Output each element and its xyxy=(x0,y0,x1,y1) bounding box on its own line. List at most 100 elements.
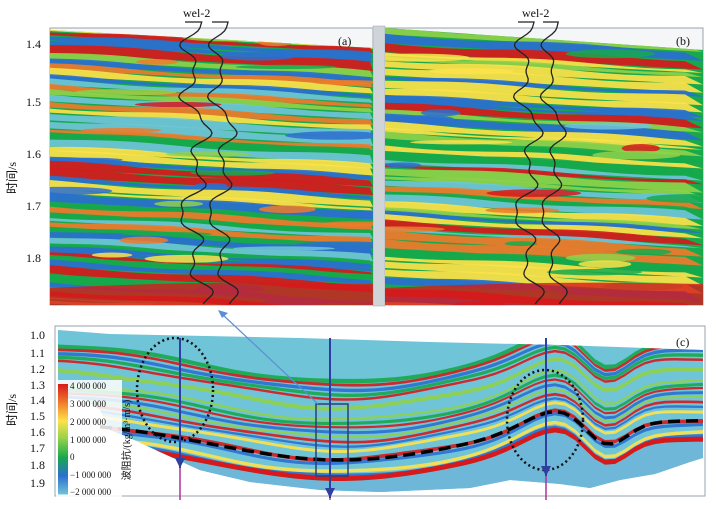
panel-b-lens xyxy=(421,109,461,117)
colorbar-swatch xyxy=(58,420,68,440)
panel-a-band xyxy=(50,89,373,113)
panel-b-lens xyxy=(385,53,470,62)
panel-b-band xyxy=(385,59,703,85)
panel-a-band xyxy=(50,150,373,176)
y-tick-c: 1.0 xyxy=(30,328,45,342)
panel-a-lens xyxy=(134,101,222,108)
panel-b-lens xyxy=(385,162,422,168)
panel-a-band xyxy=(50,83,373,108)
panel-a-lens xyxy=(144,254,229,263)
y-tick-c: 1.1 xyxy=(30,346,45,360)
panel-a-lens xyxy=(285,131,373,140)
panel-a-band xyxy=(50,167,373,195)
colorbar-swatch xyxy=(58,457,68,477)
horizon-dashed-line xyxy=(99,409,701,462)
panel-a-lens xyxy=(312,80,373,85)
panel-b-lens xyxy=(615,248,672,256)
y-tick-c: 1.7 xyxy=(30,441,45,455)
colorbar-tick: 0 xyxy=(70,452,75,462)
panel-a-lens xyxy=(53,157,123,162)
panel-a-lens xyxy=(330,210,373,219)
panel-b-lens xyxy=(565,253,636,263)
panel-a-base-layer xyxy=(50,282,373,305)
y-tick-a: 1.6 xyxy=(26,147,41,161)
panel-a-band xyxy=(50,255,373,279)
anomaly-ellipse-right xyxy=(505,368,585,472)
panel-b-band xyxy=(385,158,703,181)
panel-b-band xyxy=(385,79,703,106)
panel-b-band xyxy=(385,94,703,118)
panel-b-band xyxy=(385,55,703,78)
panel-a-band xyxy=(50,206,373,231)
panel-a-band xyxy=(50,180,373,207)
colorbar-swatch xyxy=(58,402,68,422)
colorbar-swatch xyxy=(58,439,68,458)
panel-a-image xyxy=(50,30,373,305)
panel-a-lens xyxy=(80,127,162,133)
colorbar-title: 波阻抗/(kg/m³·m/s) xyxy=(120,400,133,481)
divider-bar xyxy=(372,25,386,307)
panel-a-band xyxy=(50,259,373,285)
y-tick-c: 1.8 xyxy=(30,458,45,472)
panel-b-lens xyxy=(578,260,632,268)
panel-a-lens xyxy=(258,205,316,214)
panel-a-lens xyxy=(232,246,335,251)
well-label-b: wel-2 xyxy=(522,6,549,20)
panel-b-lens xyxy=(409,140,513,145)
panel-a-lens xyxy=(321,221,373,227)
panel-a-lens xyxy=(136,59,179,65)
panel-a-band xyxy=(50,138,373,165)
panel-b-lens xyxy=(428,68,514,75)
panel-a-label: (a) xyxy=(338,34,351,48)
panel-b-band xyxy=(385,166,703,193)
panel-b-lens xyxy=(646,193,703,203)
panel-a-band xyxy=(50,226,373,249)
y-tick-c: 1.3 xyxy=(30,378,45,392)
y-tick-a: 1.8 xyxy=(26,251,41,265)
well-marker-1-arrow xyxy=(175,458,185,468)
panel-b-band xyxy=(385,75,703,97)
panel-a-band xyxy=(50,35,373,59)
panel-b-band xyxy=(385,145,703,169)
y-axis-label-c: 时间/s xyxy=(5,394,19,426)
panel-c-stratum xyxy=(58,331,703,384)
panel-b-band xyxy=(385,102,703,129)
zoom-box xyxy=(315,403,349,477)
panel-b-band xyxy=(385,127,703,150)
panel-b-lens xyxy=(504,241,538,247)
zoom-connector xyxy=(221,313,319,405)
panel-b-lens xyxy=(385,226,445,233)
y-axis-label-a: 时间/s xyxy=(5,162,19,194)
panel-b-label: (b) xyxy=(676,34,690,48)
anomaly-ellipse-left xyxy=(135,336,215,444)
colorbar-tick: −1 000 000 xyxy=(70,470,112,480)
colorbar-tick: −2 000 000 xyxy=(70,487,112,497)
colorbar-tick: 2 000 000 xyxy=(70,417,107,427)
panel-a-band xyxy=(50,63,373,88)
y-tick-a: 1.4 xyxy=(26,37,41,51)
panel-b-band xyxy=(385,52,703,74)
colorbar-tick: 1 000 000 xyxy=(70,435,107,445)
panel-a-band xyxy=(50,212,373,235)
panel-b-band xyxy=(385,43,703,70)
panel-b-band xyxy=(385,28,703,52)
panel-a-band xyxy=(50,303,373,305)
y-tick-c: 1.5 xyxy=(30,409,45,423)
panel-a-lens xyxy=(122,231,213,237)
colorbar-swatch xyxy=(58,475,68,495)
panel-b-band xyxy=(385,226,703,249)
panel-b-band xyxy=(385,210,703,234)
panel-b-band xyxy=(385,163,703,185)
panel-b-band xyxy=(385,151,703,177)
panel-c-label: (c) xyxy=(676,335,689,349)
panel-a-band xyxy=(50,74,373,98)
panel-b-lens xyxy=(397,115,454,123)
panel-a-lens xyxy=(50,186,113,196)
panel-b-lens xyxy=(564,122,653,130)
panel-b-lens xyxy=(546,268,643,276)
y-tick-c: 1.9 xyxy=(30,476,45,490)
panel-b-band xyxy=(385,175,703,197)
colorbar-tick: 4 000 000 xyxy=(70,381,107,391)
panel-a-lens xyxy=(91,252,133,258)
